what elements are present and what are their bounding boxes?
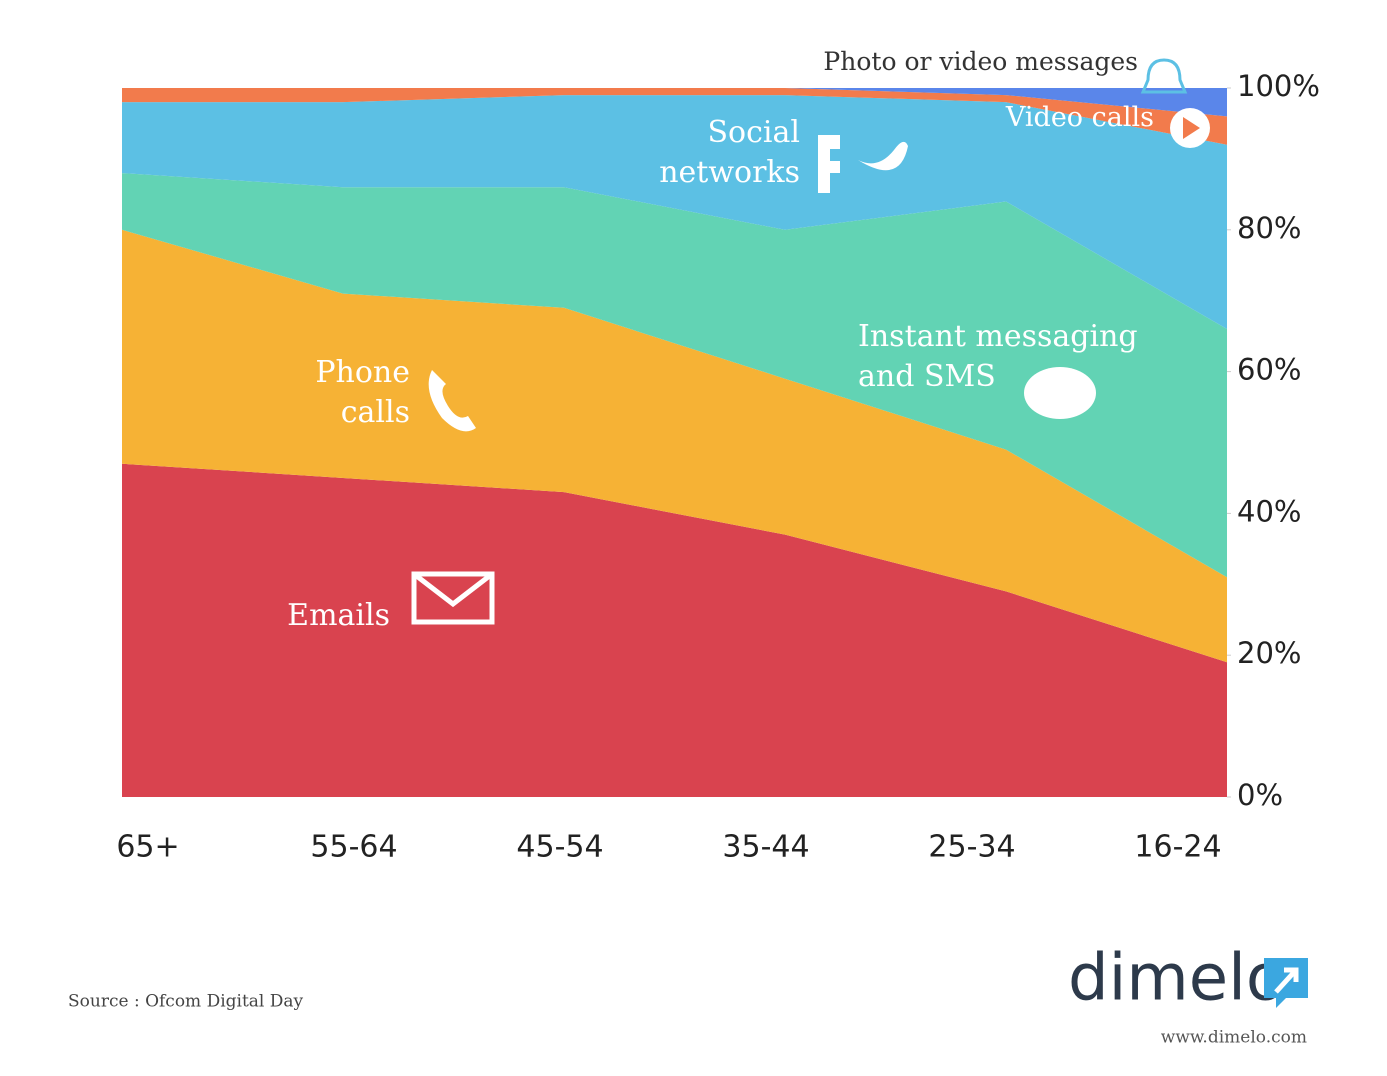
x-tick-label: 65+ bbox=[116, 830, 179, 865]
url: www.dimelo.com bbox=[1161, 1028, 1307, 1048]
y-tick-label: 20% bbox=[1237, 636, 1301, 670]
area bbox=[122, 88, 1227, 117]
area bbox=[122, 463, 1227, 797]
logo-arrow bbox=[1274, 967, 1299, 994]
y-tick-label: 0% bbox=[1237, 778, 1283, 812]
x-tick-label: 55-64 bbox=[310, 830, 397, 865]
series-label: Video calls bbox=[1005, 102, 1154, 133]
icon bbox=[1140, 58, 1188, 94]
icon bbox=[411, 571, 495, 625]
series-label: Photo or video messages bbox=[823, 47, 1138, 76]
y-tick-label: 100% bbox=[1237, 69, 1320, 103]
y-tick-label: 60% bbox=[1237, 353, 1301, 387]
area bbox=[122, 173, 1227, 578]
source: Source : Ofcom Digital Day bbox=[68, 992, 304, 1012]
x-tick-label: 25-34 bbox=[928, 830, 1015, 865]
series-label: Social networks bbox=[659, 115, 800, 190]
series-label: Emails bbox=[287, 598, 390, 633]
icon bbox=[1024, 367, 1096, 419]
series-label: Instant messaging and SMS bbox=[858, 319, 1138, 394]
y-tick-label: 40% bbox=[1237, 494, 1301, 528]
icon bbox=[1183, 117, 1200, 139]
icon bbox=[818, 135, 840, 193]
area bbox=[122, 88, 1227, 145]
area bbox=[122, 229, 1227, 663]
icon bbox=[428, 370, 476, 432]
x-tick-label: 45-54 bbox=[516, 830, 603, 865]
icon bbox=[858, 141, 908, 171]
x-tick-label: 35-44 bbox=[722, 830, 809, 865]
y-tick-label: 80% bbox=[1237, 211, 1301, 245]
x-tick-label: 16-24 bbox=[1134, 830, 1221, 865]
icon bbox=[412, 572, 494, 608]
series-label: Phone calls bbox=[315, 355, 410, 430]
logo: dimelo bbox=[1068, 942, 1285, 1016]
area bbox=[122, 95, 1227, 330]
